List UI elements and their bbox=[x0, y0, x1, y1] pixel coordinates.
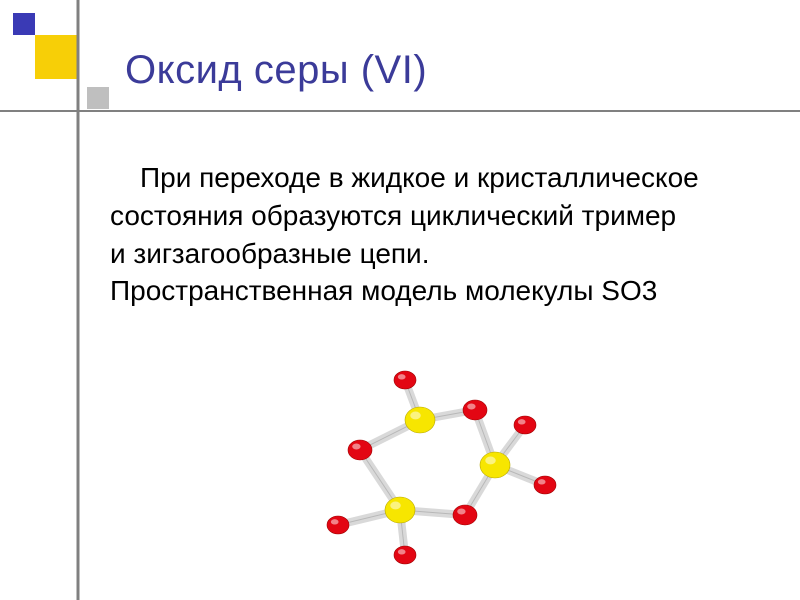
body-line-4: Пространственная модель молекулы SO3 bbox=[110, 275, 657, 306]
body-line-2: состояния образуются циклический тример bbox=[110, 200, 676, 231]
slide-body: При переходе в жидкое и кристаллическое … bbox=[110, 160, 750, 311]
slide-title: Оксид серы (VI) bbox=[125, 48, 427, 93]
slide-accent bbox=[0, 0, 140, 140]
body-line-1: При переходе в жидкое и кристаллическое bbox=[140, 162, 699, 193]
body-line-3: и зигзагообразные цепи. bbox=[110, 238, 429, 269]
so3-trimer-molecule bbox=[300, 355, 580, 565]
